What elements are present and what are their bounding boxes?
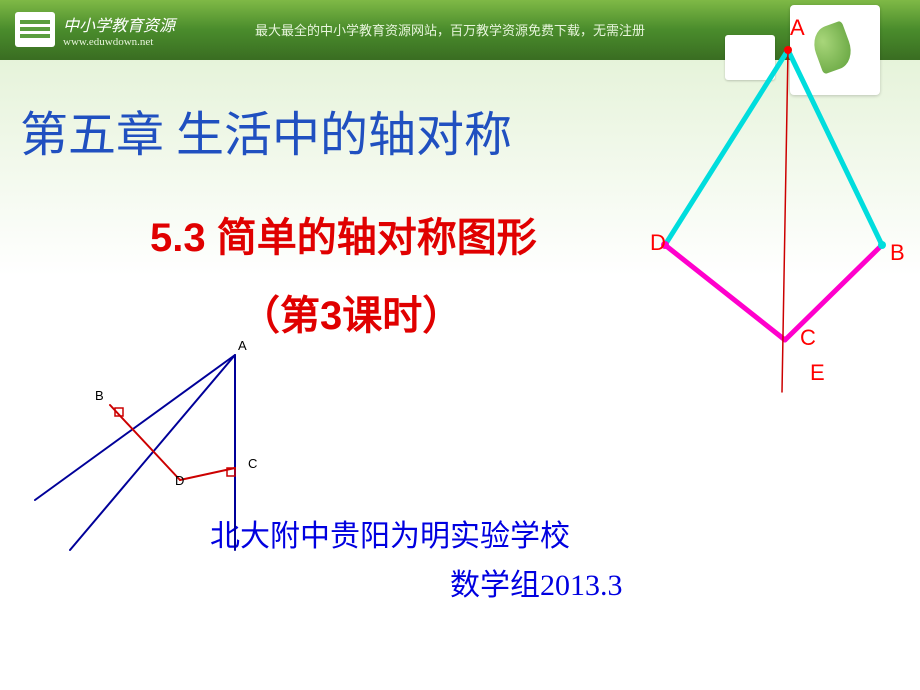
header-description: 最大最全的中小学教育资源网站，百万教学资源免费下载，无需注册 <box>255 20 645 39</box>
logo-text: 中小学教育资源 <box>63 12 175 36</box>
svg-text:A: A <box>238 340 247 353</box>
left-geometry-diagram: A B C D <box>20 340 300 570</box>
svg-text:B: B <box>95 388 104 403</box>
school-name: 北大附中贵阳为明实验学校 <box>210 511 920 555</box>
right-geometry-diagram: A B C D E <box>620 10 920 410</box>
school-department: 数学组2013.3 <box>450 560 920 604</box>
svg-text:B: B <box>890 240 905 265</box>
logo-text-wrap: 中小学教育资源 www.eduwdown.net <box>63 12 175 48</box>
svg-text:D: D <box>650 230 666 255</box>
logo-icon <box>15 12 55 47</box>
svg-text:E: E <box>810 360 825 385</box>
svg-text:D: D <box>175 473 184 488</box>
logo-area: 中小学教育资源 www.eduwdown.net <box>0 12 175 48</box>
svg-text:A: A <box>790 15 805 40</box>
svg-text:C: C <box>248 456 257 471</box>
svg-text:C: C <box>800 325 816 350</box>
logo-url: www.eduwdown.net <box>63 36 175 48</box>
